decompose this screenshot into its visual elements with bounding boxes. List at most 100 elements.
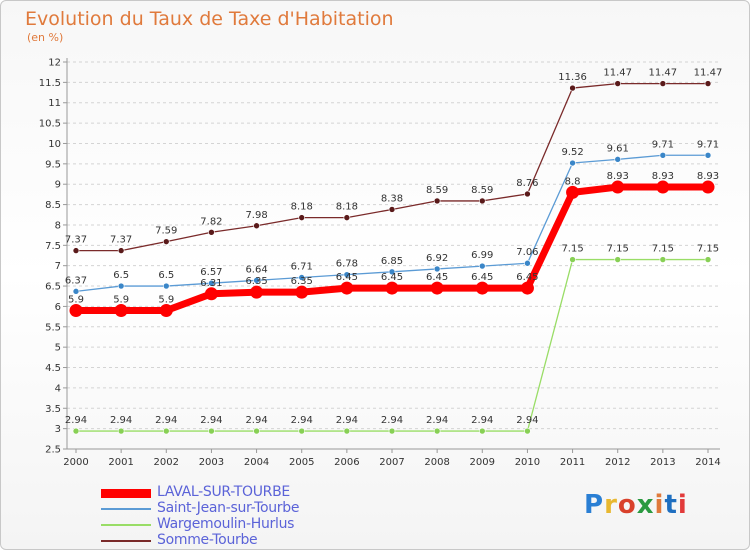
data-point: [295, 285, 309, 299]
data-label: 2.94: [516, 415, 538, 426]
data-label: 6.45: [426, 272, 448, 283]
x-tick-label: 2002: [154, 457, 179, 468]
data-label: 2.94: [200, 415, 222, 426]
data-label: 8.38: [381, 193, 403, 204]
data-point: [114, 303, 128, 317]
data-point: [388, 427, 396, 435]
data-point: [388, 268, 396, 276]
data-point: [253, 427, 260, 435]
x-tick-label: 2005: [289, 457, 314, 468]
chart-subtitle: (en %): [27, 31, 64, 44]
data-point: [569, 256, 576, 263]
y-tick-label: 5: [55, 343, 61, 354]
y-tick-label: 4.5: [45, 363, 61, 374]
data-point: [659, 151, 667, 159]
data-point: [614, 256, 622, 263]
data-label: 9.71: [652, 139, 674, 150]
data-label: 5.9: [158, 294, 174, 305]
logo-letter: o: [617, 490, 637, 520]
y-tick-label: 2.5: [45, 445, 61, 456]
data-point: [430, 281, 444, 295]
x-tick-label: 2007: [379, 457, 404, 468]
logo-letter: P: [584, 490, 605, 520]
data-label: 6.5: [113, 270, 129, 281]
data-label: 8.93: [697, 171, 719, 182]
x-tick-label: 2008: [424, 457, 449, 468]
data-label: 11.47: [603, 68, 632, 79]
data-point: [72, 288, 80, 295]
data-label: 2.94: [426, 415, 448, 426]
data-label: 7.59: [155, 226, 177, 237]
data-label: 7.15: [607, 244, 629, 255]
data-label: 6.45: [471, 272, 493, 283]
data-label: 9.52: [561, 147, 583, 158]
x-tick-label: 2014: [695, 457, 720, 468]
data-label: 6.99: [471, 250, 493, 261]
data-point: [614, 80, 622, 87]
data-point: [478, 427, 486, 435]
data-label: 9.61: [607, 143, 629, 154]
y-tick-label: 10: [48, 139, 61, 150]
data-point: [701, 180, 715, 194]
data-point: [253, 222, 260, 230]
logo-letter: x: [636, 490, 655, 520]
y-tick-label: 7.5: [45, 241, 61, 252]
data-label: 5.9: [68, 294, 84, 305]
legend-label: Wargemoulin-Hurlus: [157, 516, 295, 532]
data-point: [250, 285, 264, 299]
y-tick-label: 12: [48, 58, 61, 69]
data-point: [69, 303, 83, 317]
logo-letter: t: [664, 490, 678, 520]
data-label: 8.59: [471, 185, 493, 196]
data-label: 2.94: [110, 415, 132, 426]
data-point: [388, 206, 396, 213]
data-label: 6.57: [200, 267, 222, 278]
legend-label: Saint-Jean-sur-Tourbe: [157, 500, 300, 516]
data-point: [569, 84, 576, 92]
y-tick-label: 6: [55, 302, 61, 313]
data-point: [385, 281, 399, 295]
logo-letter: r: [604, 490, 618, 520]
y-tick-label: 3: [55, 424, 61, 435]
legend-swatch: [101, 508, 151, 510]
data-point: [475, 281, 489, 295]
data-label: 2.94: [336, 415, 358, 426]
data-point: [704, 256, 712, 263]
data-label: 6.45: [516, 272, 538, 283]
y-tick-label: 11.5: [39, 78, 61, 89]
y-tick-label: 9: [55, 180, 61, 191]
data-label: 8.59: [426, 185, 448, 196]
data-label: 8.8: [565, 176, 581, 187]
data-point: [298, 274, 306, 281]
data-point: [343, 427, 351, 435]
data-label: 9.71: [697, 139, 719, 150]
x-tick-label: 2011: [560, 457, 585, 468]
chart-title: Evolution du Taux de Taxe d'Habitation: [25, 8, 394, 30]
data-label: 2.94: [65, 415, 87, 426]
data-label: 6.64: [245, 264, 267, 275]
data-label: 7.82: [200, 216, 222, 227]
data-point: [704, 151, 712, 159]
data-point: [343, 214, 351, 221]
data-point: [72, 247, 80, 254]
data-label: 7.06: [516, 247, 538, 258]
data-label: 8.93: [652, 171, 674, 182]
data-point: [204, 287, 218, 301]
data-point: [433, 265, 441, 273]
data-point: [343, 271, 351, 278]
legend: LAVAL-SUR-TOURBE Saint-Jean-sur-Tourbe War…: [101, 484, 341, 549]
data-point: [298, 427, 306, 435]
data-point: [298, 214, 306, 221]
legend-item: Wargemoulin-Hurlus: [101, 516, 341, 533]
data-point: [524, 259, 531, 267]
data-point: [656, 180, 670, 194]
data-label: 5.9: [113, 294, 129, 305]
y-tick-label: 7: [55, 261, 61, 272]
legend-item: LAVAL-SUR-TOURBE: [101, 484, 341, 501]
series-layer: [69, 80, 715, 435]
y-tick-label: 5.5: [45, 322, 61, 333]
data-point: [117, 427, 125, 435]
data-point: [566, 185, 580, 199]
x-tick-label: 2012: [605, 457, 630, 468]
data-point: [704, 80, 712, 87]
